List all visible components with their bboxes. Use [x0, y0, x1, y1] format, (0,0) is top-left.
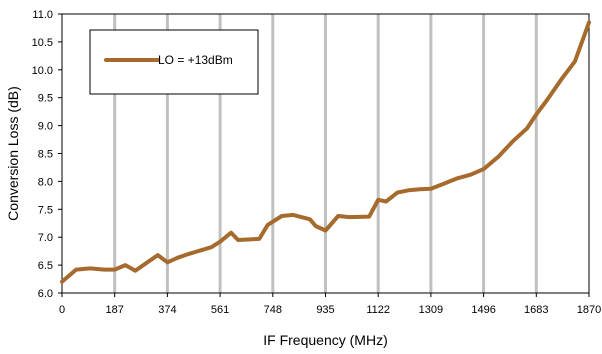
- x-tick-label: 1122: [366, 304, 390, 316]
- x-axis-ticks: 0 187 374 561 748 935 1122 1309 1496 1683 1870: [59, 293, 601, 316]
- y-tick-label: 9.0: [38, 121, 53, 133]
- plot-area: [60, 13, 591, 294]
- legend: LO = +13dBm: [89, 29, 259, 95]
- y-tick-label: 7.5: [38, 204, 53, 216]
- x-tick-label: 1683: [524, 304, 548, 316]
- series-layer: [60, 20, 591, 284]
- x-tick-label: 0: [59, 304, 65, 316]
- y-tick-label: 8.5: [38, 149, 53, 161]
- x-tick-label: 748: [264, 304, 282, 316]
- x-tick-label: 374: [158, 304, 176, 316]
- y-tick-label: 8.0: [38, 176, 53, 188]
- legend-label-series-1: LO = +13dBm: [158, 53, 233, 67]
- series-line-1: [60, 20, 591, 284]
- x-tick-label: 187: [106, 304, 124, 316]
- y-axis-ticks: 6.0 6.5 7.0 7.5 8.0 8.5 9.0 9.5 10.0 10.5 11.0: [32, 9, 62, 300]
- x-tick-label: 935: [316, 304, 334, 316]
- y-tick-label: 11.0: [32, 9, 53, 21]
- x-tick-label: 561: [211, 304, 229, 316]
- y-tick-label: 10.5: [32, 37, 53, 49]
- y-tick-label: 6.0: [38, 288, 53, 300]
- y-tick-label: 7.0: [38, 232, 53, 244]
- x-tick-label: 1496: [471, 304, 495, 316]
- y-tick-label: 10.0: [32, 65, 53, 77]
- y-axis-title: Conversion Loss (dB): [5, 86, 21, 221]
- y-tick-label: 6.5: [38, 260, 53, 272]
- x-tick-label: 1309: [419, 304, 443, 316]
- x-axis-title: IF Frequency (MHz): [263, 332, 387, 348]
- y-tick-label: 9.5: [38, 93, 53, 105]
- x-tick-label: 1870: [577, 304, 601, 316]
